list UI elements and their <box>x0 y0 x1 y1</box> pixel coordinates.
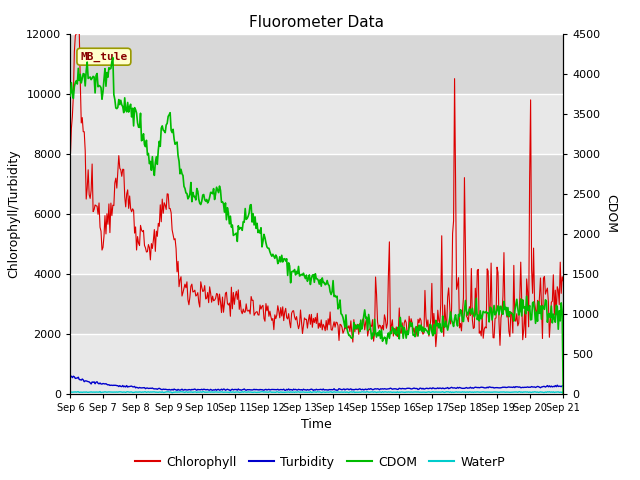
Y-axis label: CDOM: CDOM <box>604 194 617 233</box>
Bar <box>70 154 563 214</box>
Title: Fluorometer Data: Fluorometer Data <box>250 15 384 30</box>
Bar <box>70 214 563 274</box>
X-axis label: Time: Time <box>301 418 332 431</box>
Bar <box>70 334 563 394</box>
Bar <box>70 34 563 94</box>
Bar <box>70 274 563 334</box>
Legend: Chlorophyll, Turbidity, CDOM, WaterP: Chlorophyll, Turbidity, CDOM, WaterP <box>130 451 510 474</box>
Y-axis label: Chlorophyll/Turbidity: Chlorophyll/Turbidity <box>8 149 20 278</box>
Text: MB_tule: MB_tule <box>80 51 127 62</box>
Bar <box>70 94 563 154</box>
